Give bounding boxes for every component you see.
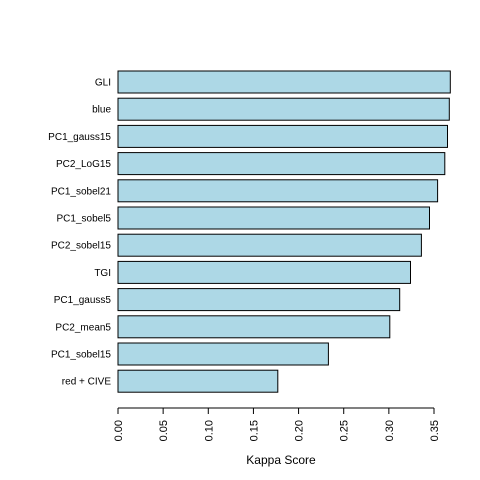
category-label: blue xyxy=(92,105,111,116)
bar-tgi xyxy=(117,260,411,284)
bar-blue xyxy=(117,97,450,121)
category-label: PC1_gauss5 xyxy=(54,295,112,306)
category-label: PC1_sobel15 xyxy=(51,350,111,361)
category-label: PC2_LoG15 xyxy=(56,159,111,170)
bar-red-cive xyxy=(117,369,279,393)
x-axis: 0.00 0.05 0.10 0.15 0.20 0.25 0.30 0.35 xyxy=(113,407,441,441)
bar-pc1-sobel15 xyxy=(117,342,329,366)
category-label: PC2_mean5 xyxy=(55,322,111,333)
bar-pc1-sobel21 xyxy=(117,179,439,203)
category-label: TGI xyxy=(94,268,111,279)
bars-group xyxy=(117,70,451,393)
bar-pc2-log15 xyxy=(117,152,446,176)
x-tick-label: 0.25 xyxy=(339,420,351,441)
category-label: red + CIVE xyxy=(62,377,112,388)
bar-pc1-gauss5 xyxy=(117,288,401,312)
x-tick-label: 0.15 xyxy=(248,420,260,441)
x-tick-label: 0.30 xyxy=(384,420,396,441)
category-label: GLI xyxy=(95,78,111,89)
bar-pc1-gauss15 xyxy=(117,124,448,148)
bar-pc1-sobel5 xyxy=(117,206,430,230)
category-label: PC1_sobel5 xyxy=(57,214,112,225)
x-axis-title: Kappa Score xyxy=(246,453,316,467)
bar-pc2-sobel15 xyxy=(117,233,422,257)
x-tick-label: 0.35 xyxy=(429,420,441,441)
bar-gli xyxy=(117,70,451,94)
category-label: PC1_gauss15 xyxy=(48,132,111,143)
x-tick-label: 0.10 xyxy=(203,420,215,441)
category-labels: GLI blue PC1_gauss15 PC2_LoG15 PC1_sobel21 PC… xyxy=(48,78,111,388)
category-label: PC2_sobel15 xyxy=(51,241,111,252)
x-ticks: 0.00 0.05 0.10 0.15 0.20 0.25 0.30 0.35 xyxy=(113,408,441,441)
bar-pc2-mean5 xyxy=(117,315,391,339)
category-label: PC1_sobel21 xyxy=(51,186,111,197)
x-tick-label: 0.05 xyxy=(158,420,170,441)
x-tick-label: 0.00 xyxy=(113,420,125,441)
x-tick-label: 0.20 xyxy=(294,420,306,441)
